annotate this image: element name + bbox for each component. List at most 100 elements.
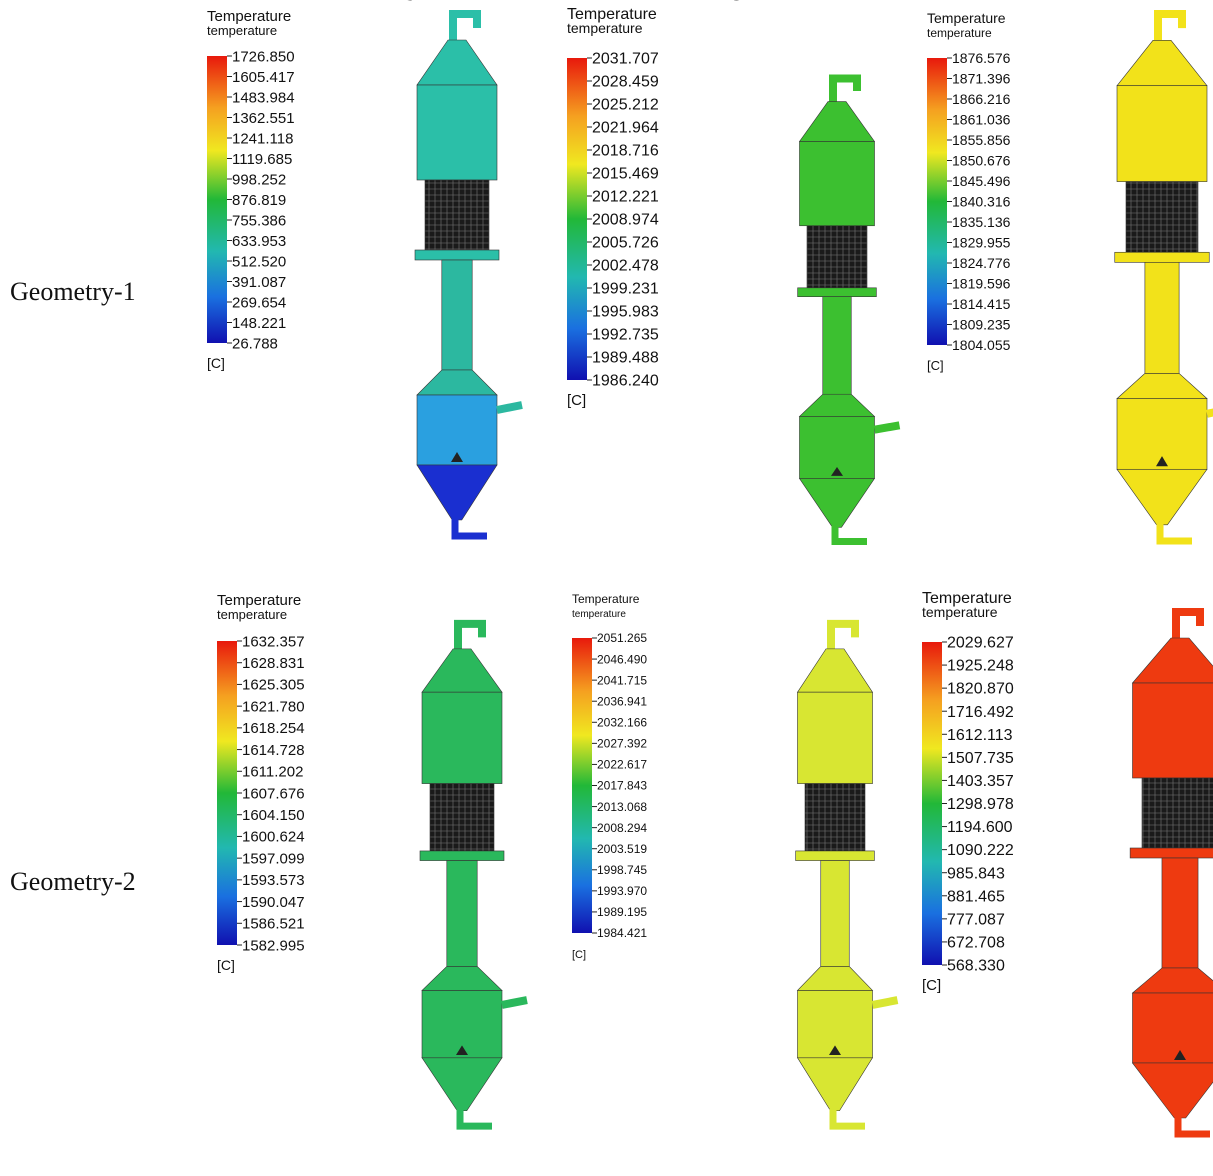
tick-label: 1621.780 <box>242 698 305 715</box>
tick-label: 568.330 <box>947 958 1005 975</box>
tick-label: 1298.978 <box>947 796 1014 813</box>
tick-label: 755.386 <box>232 212 286 229</box>
upper-cone <box>417 40 497 85</box>
tick-label: 1403.357 <box>947 773 1014 790</box>
outlet-pipe <box>455 518 487 536</box>
lower-cone <box>422 966 502 990</box>
legend-unit: [C] <box>207 355 225 371</box>
upper-cylinder <box>1133 683 1213 778</box>
tick-label: 2005.726 <box>592 235 659 252</box>
tick-label: 1593.573 <box>242 872 305 889</box>
colorbar <box>217 641 237 945</box>
panel: PKSTemperaturetemperature1726.8501605.41… <box>207 0 522 536</box>
legend: Temperaturetemperature2031.7072028.45920… <box>567 6 659 409</box>
row-label: Geometry-1 <box>10 277 136 306</box>
tick-label: 1835.136 <box>952 214 1011 230</box>
bottom-cone <box>1117 469 1207 525</box>
tick-label: 1989.488 <box>592 350 659 367</box>
tick-label: 1507.735 <box>947 750 1014 767</box>
tick-label: 1986.240 <box>592 373 659 390</box>
lower-cone <box>1133 968 1213 993</box>
tick-label: 1362.551 <box>232 110 295 127</box>
tick-label: 1999.231 <box>592 281 659 298</box>
bottom-cone <box>800 478 875 527</box>
outlet-pipe <box>460 1109 492 1126</box>
tick-label: 2032.166 <box>597 715 647 729</box>
tick-label: 1840.316 <box>952 193 1011 209</box>
lower-cylinder <box>1133 993 1213 1063</box>
panel-caption: OPM <box>727 0 783 6</box>
colorbar <box>572 638 592 933</box>
lower-cone <box>798 966 873 990</box>
colorbar <box>927 58 947 345</box>
upper-cone <box>1133 638 1213 683</box>
tick-label: 1090.222 <box>947 842 1014 859</box>
tick-label: 1824.776 <box>952 255 1011 271</box>
tick-label: 2008.294 <box>597 821 647 835</box>
tick-label: 2013.068 <box>597 800 647 814</box>
legend-title: Temperature <box>572 592 640 606</box>
tick-label: 391.087 <box>232 274 286 291</box>
legend-unit: [C] <box>927 358 944 373</box>
tick-label: 1876.576 <box>952 50 1011 66</box>
tick-label: 1600.624 <box>242 829 305 846</box>
tick-label: 269.654 <box>232 294 286 311</box>
tick-label: 2027.392 <box>597 737 647 751</box>
packed-bed <box>1126 182 1198 253</box>
tick-label: 1819.596 <box>952 275 1011 291</box>
riser-tube <box>1145 262 1179 373</box>
tick-label: 1612.113 <box>947 727 1013 744</box>
tick-label: 1820.870 <box>947 681 1014 698</box>
tick-label: 2017.843 <box>597 779 647 793</box>
inlet-pipe <box>502 1000 527 1005</box>
tick-label: 1925.248 <box>947 658 1014 675</box>
tick-label: 2025.212 <box>592 97 659 114</box>
tick-label: 1597.099 <box>242 850 305 867</box>
tick-label: 26.788 <box>232 335 278 352</box>
tick-label: 1989.195 <box>597 905 647 919</box>
tick-label: 1194.600 <box>947 819 1013 836</box>
tick-label: 777.087 <box>947 911 1005 928</box>
bottom-cone <box>422 1058 502 1111</box>
upper-cone <box>798 649 873 692</box>
panel-caption: EFB <box>1083 0 1131 6</box>
tick-label: 2022.617 <box>597 758 647 772</box>
legend-unit: [C] <box>572 949 586 961</box>
tick-label: 1611.202 <box>242 764 303 781</box>
flange <box>796 851 875 861</box>
legend: Temperaturetemperature2051.2652046.49020… <box>572 592 647 961</box>
tick-label: 2041.715 <box>597 673 647 687</box>
tick-label: 2021.964 <box>592 120 659 137</box>
top-pipe <box>1176 612 1200 640</box>
tick-label: 1586.521 <box>242 916 305 933</box>
panel-caption: PKS <box>370 0 418 6</box>
upper-cylinder <box>798 692 873 783</box>
flange <box>1130 848 1213 858</box>
tick-label: 1483.984 <box>232 89 295 106</box>
tick-label: 2028.459 <box>592 74 659 91</box>
tick-label: 1241.118 <box>232 130 293 147</box>
top-pipe <box>458 624 482 651</box>
tick-label: 1861.036 <box>952 111 1011 127</box>
tick-label: 1716.492 <box>947 704 1014 721</box>
tick-label: 672.708 <box>947 935 1005 952</box>
tick-label: 2051.265 <box>597 631 647 645</box>
tick-label: 1845.496 <box>952 173 1011 189</box>
upper-cone <box>1117 40 1207 85</box>
legend-subtitle: temperature <box>572 609 626 620</box>
flange <box>415 250 499 260</box>
colorbar <box>922 642 942 965</box>
tick-label: 1804.055 <box>952 337 1011 353</box>
tick-label: 512.520 <box>232 253 286 270</box>
upper-cone <box>422 649 502 692</box>
tick-label: 2018.716 <box>592 143 659 160</box>
tick-label: 1628.831 <box>242 655 305 672</box>
tick-label: 1998.745 <box>597 863 647 877</box>
bottom-cone <box>417 465 497 520</box>
lower-cone <box>800 394 875 416</box>
tick-label: 1995.983 <box>592 304 659 321</box>
riser-tube <box>1162 858 1198 968</box>
tick-label: 1984.421 <box>597 926 647 940</box>
row-label: Geometry-2 <box>10 867 136 896</box>
upper-cone <box>800 102 875 142</box>
